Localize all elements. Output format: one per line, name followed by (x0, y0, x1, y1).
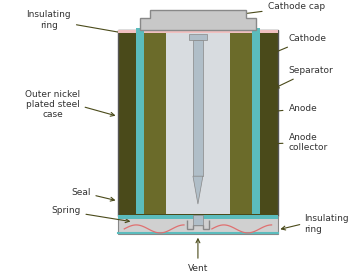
Text: Anode
collector: Anode collector (211, 133, 328, 152)
Bar (136, 32, 144, 214)
Text: Insulating
ring: Insulating ring (26, 10, 124, 34)
Bar (118, 30, 277, 33)
Bar (136, 28, 144, 35)
Text: Seal: Seal (71, 188, 114, 201)
Bar (144, 32, 166, 214)
Bar (118, 30, 277, 216)
Text: Separator: Separator (275, 66, 333, 88)
Text: Vent: Vent (188, 239, 208, 273)
Bar (252, 32, 260, 214)
Text: Outer nickel
plated steel
case: Outer nickel plated steel case (25, 90, 80, 119)
Text: Cathode cap: Cathode cap (216, 2, 325, 19)
Bar (189, 34, 207, 40)
Polygon shape (140, 10, 256, 30)
Bar (166, 32, 230, 214)
Text: Spring: Spring (51, 207, 129, 222)
Polygon shape (193, 176, 203, 204)
Bar (118, 216, 277, 234)
Bar (193, 215, 203, 225)
Bar (118, 215, 277, 219)
Text: Anode: Anode (246, 104, 317, 116)
Bar (230, 32, 252, 214)
Text: Cathode: Cathode (268, 34, 327, 56)
Bar (193, 40, 203, 176)
Bar (136, 32, 260, 214)
Text: Insulating
ring: Insulating ring (304, 214, 349, 234)
Bar (252, 28, 260, 35)
